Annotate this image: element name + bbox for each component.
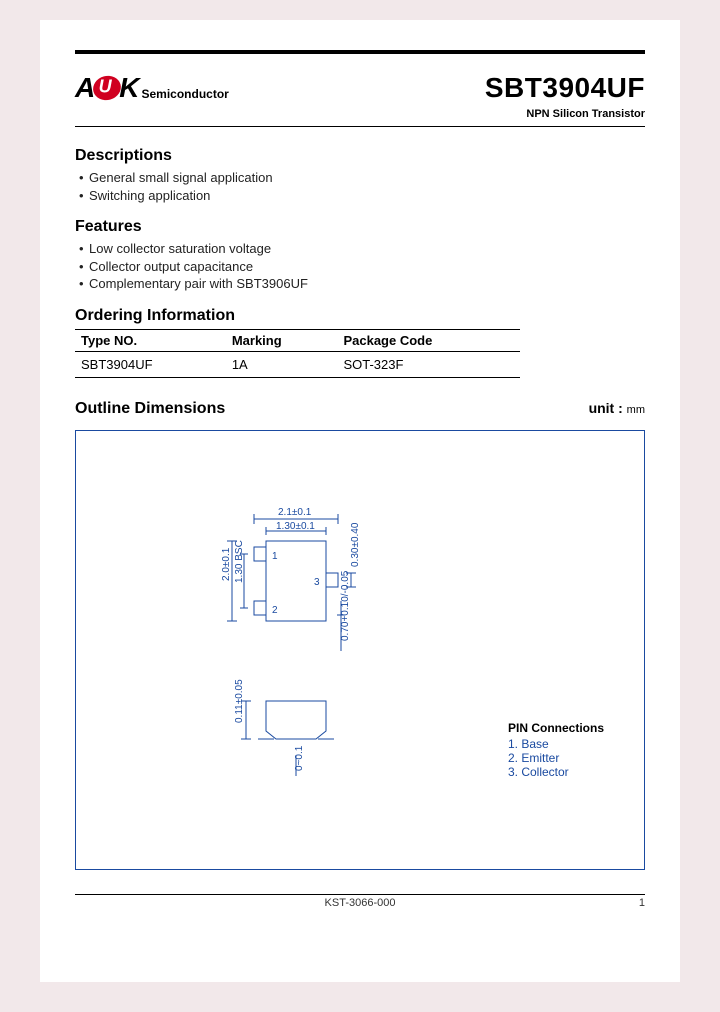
package-drawing-icon: 1 2 3 2.1±0.1 1.30±0.1 2.0±0.1 1.30 BSC … (196, 481, 416, 811)
pin-item: 3. Collector (508, 765, 604, 779)
outline-header: Outline Dimensions unit : mm (75, 400, 645, 422)
table-cell: 1A (226, 351, 338, 377)
list-item: Complementary pair with SBT3906UF (75, 275, 645, 293)
list-item: Collector output capacitance (75, 258, 645, 276)
features-title: Features (75, 218, 645, 236)
features-list: Low collector saturation voltage Collect… (75, 240, 645, 293)
table-row: SBT3904UF 1A SOT-323F (75, 351, 520, 377)
svg-text:1.30 BSC: 1.30 BSC (234, 540, 245, 583)
footer-doc-id: KST-3066-000 (105, 897, 615, 909)
descriptions-list: General small signal application Switchi… (75, 169, 645, 204)
table-cell: SOT-323F (337, 351, 519, 377)
part-subtitle: NPN Silicon Transistor (485, 108, 645, 120)
pin-item: 1. Base (508, 737, 604, 751)
table-cell: SBT3904UF (75, 351, 226, 377)
table-header: Type NO. (75, 329, 226, 351)
svg-text:2: 2 (272, 605, 278, 616)
pin-connections: PIN Connections 1. Base 2. Emitter 3. Co… (508, 721, 604, 779)
svg-text:0.11±0.05: 0.11±0.05 (234, 679, 245, 723)
descriptions-title: Descriptions (75, 147, 645, 165)
svg-text:1: 1 (272, 551, 278, 562)
list-item: General small signal application (75, 169, 645, 187)
outline-diagram: 1 2 3 2.1±0.1 1.30±0.1 2.0±0.1 1.30 BSC … (75, 430, 645, 870)
svg-text:0.70+0.10/-0.05: 0.70+0.10/-0.05 (340, 570, 351, 641)
svg-text:2.0±0.1: 2.0±0.1 (221, 547, 232, 581)
header: A K Semiconductor SBT3904UF NPN Silicon … (75, 72, 645, 120)
svg-text:3: 3 (314, 577, 320, 588)
table-header: Marking (226, 329, 338, 351)
svg-text:0~0.1: 0~0.1 (294, 745, 305, 771)
svg-text:0.30±0.40: 0.30±0.40 (350, 522, 361, 567)
table-header: Package Code (337, 329, 519, 351)
svg-text:2.1±0.1: 2.1±0.1 (278, 507, 312, 518)
svg-text:1.30±0.1: 1.30±0.1 (276, 521, 315, 532)
footer: KST-3066-000 1 (75, 895, 645, 909)
pin-connections-title: PIN Connections (508, 721, 604, 735)
logo-subtext: Semiconductor (141, 87, 228, 104)
logo: A K Semiconductor (75, 72, 229, 104)
list-item: Low collector saturation voltage (75, 240, 645, 258)
footer-page: 1 (615, 897, 645, 909)
ordering-table: Type NO. Marking Package Code SBT3904UF … (75, 329, 520, 378)
list-item: Switching application (75, 187, 645, 205)
pin-item: 2. Emitter (508, 751, 604, 765)
part-number: SBT3904UF (485, 72, 645, 104)
ordering-title: Ordering Information (75, 307, 645, 325)
logo-letter-k: K (119, 72, 139, 104)
outline-title: Outline Dimensions (75, 400, 225, 418)
unit-label: unit : mm (589, 400, 645, 416)
title-block: SBT3904UF NPN Silicon Transistor (485, 72, 645, 120)
